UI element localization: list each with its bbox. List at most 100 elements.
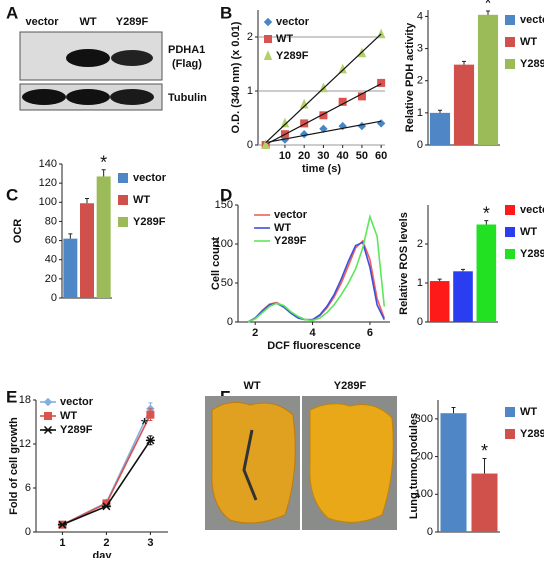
bar (440, 413, 467, 532)
series-line (62, 439, 152, 526)
legend-label: WT (60, 410, 77, 422)
legend-swatch (118, 217, 128, 227)
panel-letter: A (6, 3, 18, 22)
annotation: * (100, 152, 107, 172)
band (66, 89, 110, 105)
bar (63, 238, 78, 298)
legend-label: WT (274, 222, 291, 234)
x-axis-label: DCF fluorescence (267, 340, 361, 352)
error-bar (438, 109, 442, 113)
legend-label: WT (520, 226, 537, 238)
legend-label: Y289F (520, 428, 544, 440)
series-line (247, 241, 385, 323)
x-tick-label: 10 (279, 150, 291, 162)
lane-label: WT (79, 16, 96, 28)
y-tick-label: 2 (417, 75, 423, 87)
blot-label: Tubulin (168, 92, 207, 104)
legend-label: Y289F (133, 216, 166, 228)
band (66, 49, 110, 67)
error-bar (482, 457, 487, 474)
y-tick-label: 0 (417, 316, 423, 328)
legend-label: Y289F (60, 424, 93, 436)
error-bar (486, 10, 490, 15)
y-tick-label: 0 (51, 292, 57, 304)
annotation: * (481, 441, 488, 461)
y-tick-label: 0 (417, 139, 423, 151)
series-line (247, 239, 386, 323)
annotation: * (483, 203, 490, 223)
y-axis-label: Lung tumor nodules (408, 413, 420, 519)
x-axis-label: day (93, 550, 113, 558)
error-bar (68, 233, 73, 239)
panel-letter: D (220, 185, 232, 204)
y-axis-label: Relative PDH activity (404, 22, 416, 132)
marker (43, 425, 53, 435)
error-bar (462, 60, 466, 65)
legend-swatch (118, 195, 128, 205)
trend-line (265, 83, 382, 146)
bar (429, 281, 450, 322)
marker (44, 412, 52, 420)
y-axis-label: Cell count (210, 237, 222, 291)
y-tick-label: 18 (19, 394, 31, 406)
legend-label: Y289F (520, 248, 544, 260)
legend-label: WT (520, 406, 537, 418)
y-tick-label: 80 (45, 215, 57, 227)
marker (264, 35, 272, 43)
x-tick-label: 40 (337, 150, 349, 162)
lung (309, 403, 394, 523)
lung-fissure (242, 429, 258, 501)
marker (261, 139, 270, 149)
band (22, 89, 66, 105)
marker (101, 502, 111, 511)
legend-swatch (505, 15, 515, 25)
bar (477, 14, 499, 146)
trend-line (265, 33, 382, 144)
legend-label: vector (60, 396, 94, 408)
y-axis-label: OCR (12, 219, 24, 244)
legend-swatch (505, 59, 515, 69)
y-tick-label: 150 (215, 199, 233, 211)
bar (453, 271, 473, 322)
x-tick-label: 3 (147, 537, 153, 549)
legend-label: Y289F (274, 235, 307, 247)
legend-swatch (505, 407, 515, 417)
error-bar (451, 407, 456, 414)
x-axis-label: time (s) (302, 163, 341, 175)
y-tick-label: 0 (427, 526, 433, 538)
y-tick-label: 1 (247, 85, 253, 97)
y-tick-label: 140 (39, 158, 57, 170)
marker (43, 397, 53, 407)
bar (476, 224, 497, 322)
error-bar (461, 268, 465, 272)
bar (471, 473, 498, 532)
photo-label: WT (243, 380, 260, 392)
marker (263, 17, 273, 27)
marker (300, 119, 309, 128)
marker (377, 78, 386, 87)
blot-label: (Flag) (172, 58, 202, 70)
x-tick-label: 4 (310, 327, 317, 339)
x-tick-label: 1 (59, 537, 65, 549)
annotation: * (141, 415, 148, 435)
trend-line (265, 120, 382, 144)
error-bar (85, 197, 89, 204)
bar (96, 176, 111, 298)
lane-label: vector (25, 16, 59, 28)
legend-label: WT (133, 194, 150, 206)
x-tick-label: 2 (252, 327, 258, 339)
legend-label: WT (520, 36, 537, 48)
y-tick-label: 1 (417, 107, 423, 119)
legend-swatch (505, 205, 515, 215)
x-tick-label: 30 (317, 150, 329, 162)
photo-label: Y289F (334, 380, 367, 392)
y-tick-label: 200 (415, 450, 433, 462)
y-tick-label: 40 (45, 254, 57, 266)
y-tick-label: 12 (19, 438, 31, 450)
y-tick-label: 20 (45, 273, 57, 285)
series-line (247, 213, 386, 323)
x-tick-label: 50 (356, 150, 368, 162)
marker (376, 119, 386, 128)
marker (357, 121, 367, 131)
legend-label: vector (274, 209, 308, 221)
